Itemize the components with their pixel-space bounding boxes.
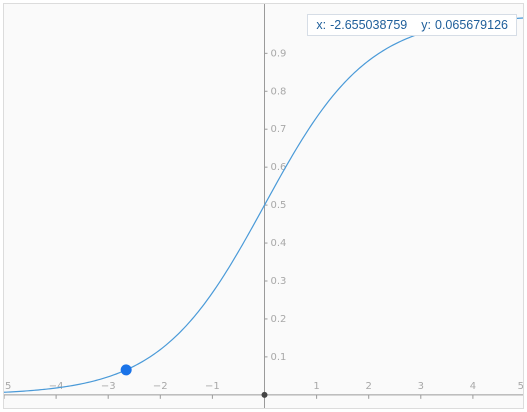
readout-y-label: y:	[421, 18, 431, 32]
y-tick-label: 0.7	[271, 124, 287, 135]
y-tick-label: 0.6	[271, 162, 287, 173]
x-tick-label: 5	[5, 381, 11, 392]
y-tick-label: 0.5	[271, 200, 287, 211]
x-tick-label: −4	[49, 381, 64, 392]
plot-area[interactable]: 5 −4 −3 −2 −1 1 2 3 4 5 0.1 0.2 0.3 0.4 0.5 0.6 0.7 0.8 0.…	[3, 3, 524, 409]
y-tick-label: 0.8	[271, 86, 287, 97]
highlight-point[interactable]	[120, 364, 132, 376]
sigmoid-chart[interactable]: 5 −4 −3 −2 −1 1 2 3 4 5 0.1 0.2 0.3 0.4 0.5 0.6 0.7 0.8 0.…	[4, 4, 524, 409]
x-tick-label: −1	[205, 381, 220, 392]
x-tick-label: 1	[313, 381, 319, 392]
coordinate-readout: x: -2.655038759 y: 0.065679126	[307, 14, 517, 36]
x-tick-label: −3	[101, 381, 116, 392]
readout-y-value: 0.065679126	[435, 18, 508, 32]
readout-x-label: x:	[316, 18, 327, 32]
y-tick-label: 0.1	[271, 352, 287, 363]
x-tick-label: 4	[470, 381, 476, 392]
x-tick-label: 2	[366, 381, 372, 392]
x-tick-label: 5	[518, 381, 524, 392]
origin-point	[261, 391, 268, 398]
readout-x-value: -2.655038759	[330, 18, 408, 32]
y-tick-label: 0.9	[271, 48, 287, 59]
y-tick-label: 0.3	[271, 276, 287, 287]
x-tick-label: −2	[153, 381, 168, 392]
y-tick-label: 0.2	[271, 314, 287, 325]
y-tick-label: 0.4	[271, 238, 287, 249]
x-tick-label: 3	[418, 381, 424, 392]
